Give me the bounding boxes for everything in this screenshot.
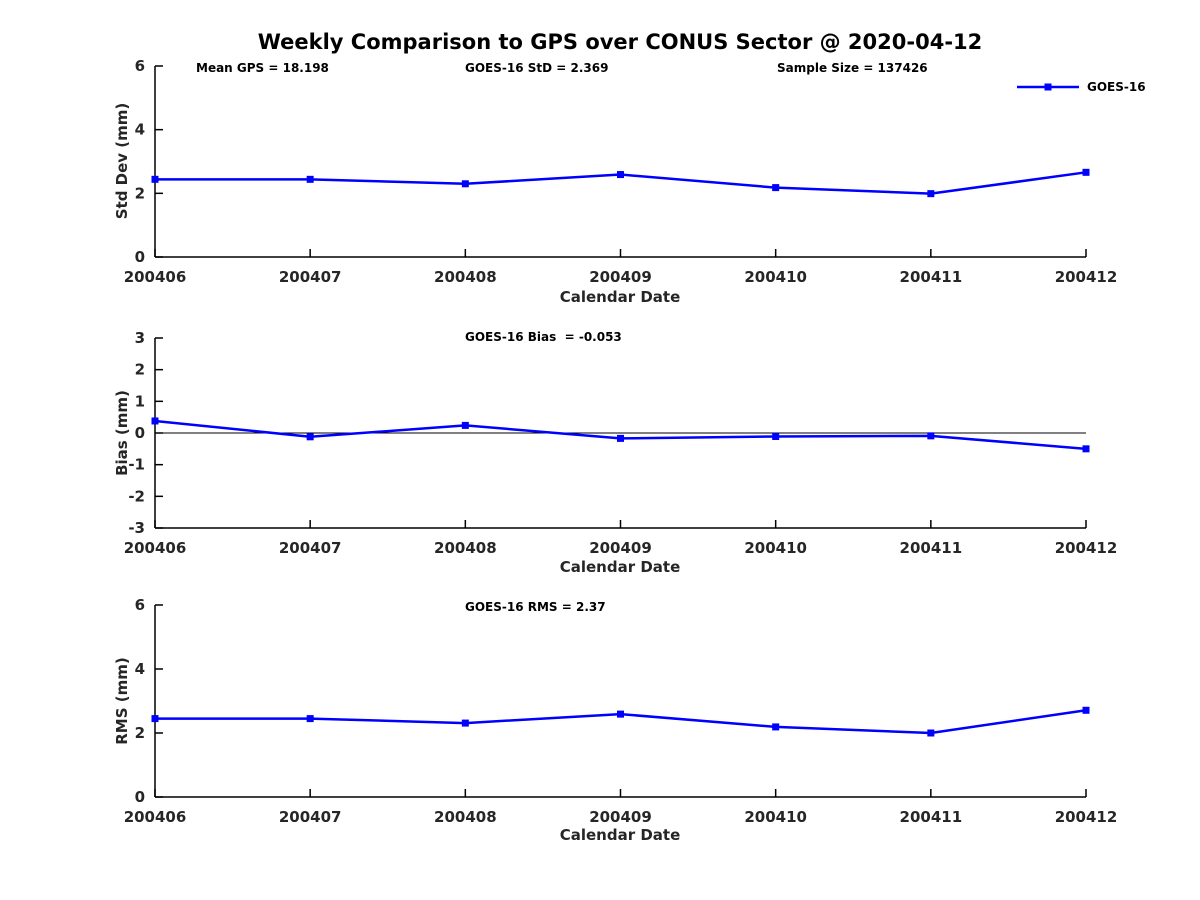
- x-tick-label: 200407: [279, 539, 342, 557]
- x-tick-label: 200406: [124, 539, 187, 557]
- data-point-marker: [927, 432, 935, 440]
- data-point-marker: [461, 180, 469, 188]
- data-point-marker: [617, 710, 624, 718]
- legend: GOES-16: [1016, 80, 1146, 94]
- x-tick-label: 200410: [744, 539, 807, 557]
- x-tick-label: 200407: [279, 808, 342, 826]
- x-tick-label: 200406: [124, 268, 187, 286]
- x-axis-label-top: Calendar Date: [559, 288, 681, 306]
- data-point-marker: [617, 171, 624, 179]
- data-point-marker: [151, 417, 159, 425]
- data-point-marker: [306, 175, 314, 183]
- y-tick-label: 2: [135, 724, 145, 742]
- data-point-marker: [461, 421, 469, 429]
- y-axis-label-bias: Bias (mm): [113, 390, 131, 476]
- y-tick-label: 0: [135, 248, 145, 266]
- y-tick-label: 0: [135, 424, 145, 442]
- x-tick-label: 200410: [744, 808, 807, 826]
- data-point-marker: [927, 729, 935, 737]
- y-tick-label: 4: [135, 660, 145, 678]
- y-axis-label-stddev: Std Dev (mm): [113, 102, 131, 220]
- annotation-sample-size: Sample Size = 137426: [777, 61, 928, 75]
- y-tick-label: 4: [135, 121, 145, 139]
- y-tick-label: 2: [135, 184, 145, 202]
- data-point-marker: [151, 715, 159, 723]
- data-point-marker: [772, 184, 780, 192]
- x-tick-label: 200412: [1055, 808, 1118, 826]
- chart-title: Weekly Comparison to GPS over CONUS Sect…: [257, 30, 983, 54]
- data-point-marker: [1082, 706, 1090, 714]
- x-tick-label: 200411: [900, 539, 963, 557]
- y-tick-label: -2: [128, 487, 145, 505]
- data-point-marker: [1082, 168, 1090, 176]
- data-point-marker: [772, 723, 780, 731]
- data-point-marker: [461, 719, 469, 727]
- legend-label: GOES-16: [1087, 80, 1146, 94]
- y-tick-label: -1: [128, 456, 145, 474]
- x-tick-label: 200410: [744, 268, 807, 286]
- annotation-goes16-bias: GOES-16 Bias = -0.053: [465, 330, 622, 344]
- y-tick-label: -3: [128, 519, 145, 537]
- data-point-marker: [306, 433, 314, 441]
- x-tick-label: 200409: [589, 539, 652, 557]
- x-tick-label: 200411: [900, 268, 963, 286]
- data-point-marker: [772, 432, 780, 440]
- annotation-goes16-rms: GOES-16 RMS = 2.37: [465, 600, 606, 614]
- x-tick-label: 200412: [1055, 539, 1118, 557]
- data-point-marker: [617, 434, 624, 442]
- annotation-goes16-std: GOES-16 StD = 2.369: [465, 61, 609, 75]
- x-tick-label: 200406: [124, 808, 187, 826]
- x-tick-label: 200407: [279, 268, 342, 286]
- legend-marker-icon: [1044, 83, 1052, 91]
- y-tick-label: 0: [135, 788, 145, 806]
- data-point-marker: [306, 715, 314, 723]
- x-tick-label: 200409: [589, 808, 652, 826]
- y-tick-label: 1: [135, 392, 145, 410]
- data-point-marker: [151, 175, 159, 183]
- x-tick-label: 200408: [434, 268, 497, 286]
- x-tick-label: 200409: [589, 268, 652, 286]
- y-tick-label: 3: [135, 329, 145, 347]
- y-tick-label: 2: [135, 361, 145, 379]
- x-tick-label: 200408: [434, 539, 497, 557]
- x-axis-label-bottom: Calendar Date: [559, 826, 681, 844]
- legend-line-sample: [1017, 83, 1079, 91]
- y-tick-label: 6: [135, 57, 145, 75]
- data-point-marker: [1082, 445, 1090, 453]
- x-tick-label: 200408: [434, 808, 497, 826]
- x-tick-label: 200412: [1055, 268, 1118, 286]
- data-point-marker: [927, 190, 935, 198]
- y-tick-label: 6: [135, 596, 145, 614]
- y-axis-label-rms: RMS (mm): [113, 657, 131, 745]
- annotation-mean-gps: Mean GPS = 18.198: [196, 61, 329, 75]
- x-tick-label: 200411: [900, 808, 963, 826]
- x-axis-label-middle: Calendar Date: [559, 558, 681, 576]
